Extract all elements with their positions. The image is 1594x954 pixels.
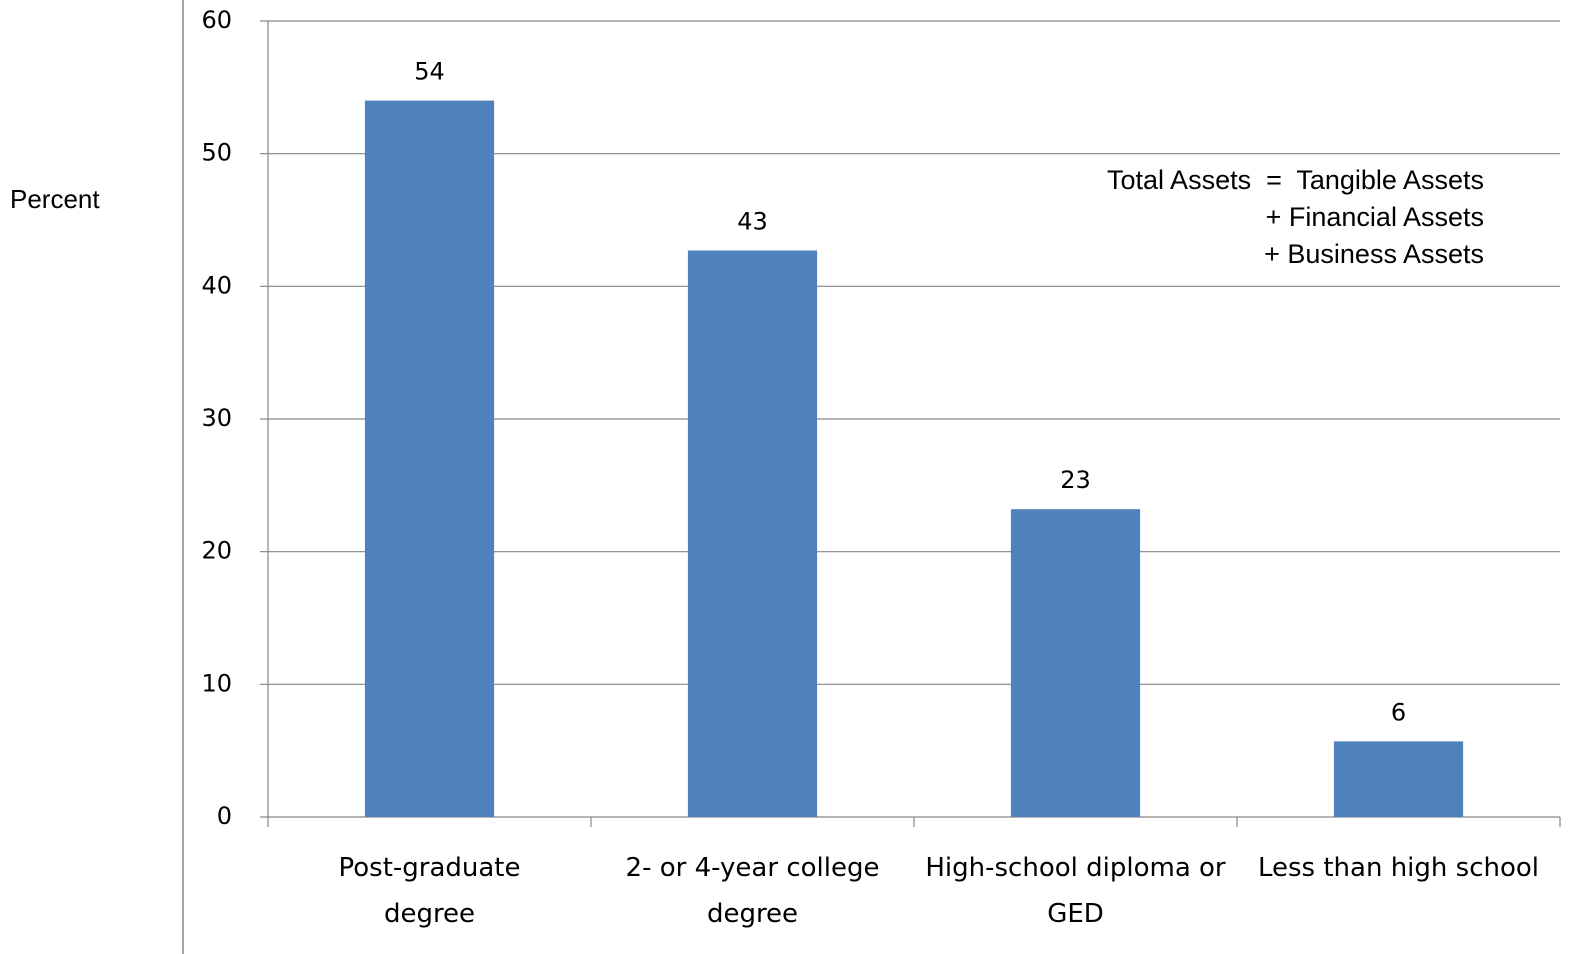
annotation-line: Total Assets = Tangible Assets: [1107, 165, 1484, 195]
y-tick-label: 60: [201, 6, 232, 34]
y-tick-label: 50: [201, 139, 232, 167]
bar: [1010, 509, 1141, 817]
y-tick-label: 20: [201, 537, 232, 565]
y-tick-label: 0: [217, 802, 232, 830]
x-tick-label: Post-graduate degree: [338, 853, 521, 929]
annotation-line: + Business Assets: [1264, 239, 1484, 269]
annotation-line: + Financial Assets: [1265, 202, 1484, 232]
bar: [364, 100, 495, 818]
bar: [1333, 741, 1464, 817]
data-label: 23: [1060, 466, 1091, 494]
x-tick-label: Less than high school: [1257, 853, 1540, 883]
y-axis-label: Percent: [10, 184, 100, 214]
bar: [687, 250, 818, 818]
data-label: 43: [737, 208, 768, 236]
data-label: 6: [1391, 698, 1406, 726]
y-tick-label: 30: [201, 404, 232, 432]
annotation: Total Assets = Tangible Assets + Financia…: [1107, 162, 1484, 273]
y-tick-label: 10: [201, 669, 232, 697]
data-label: 54: [414, 58, 445, 86]
y-tick-label: 40: [201, 271, 232, 299]
x-tick-label: High-school diploma or GED: [925, 853, 1226, 929]
x-tick-label: 2- or 4-year college degree: [625, 853, 880, 929]
